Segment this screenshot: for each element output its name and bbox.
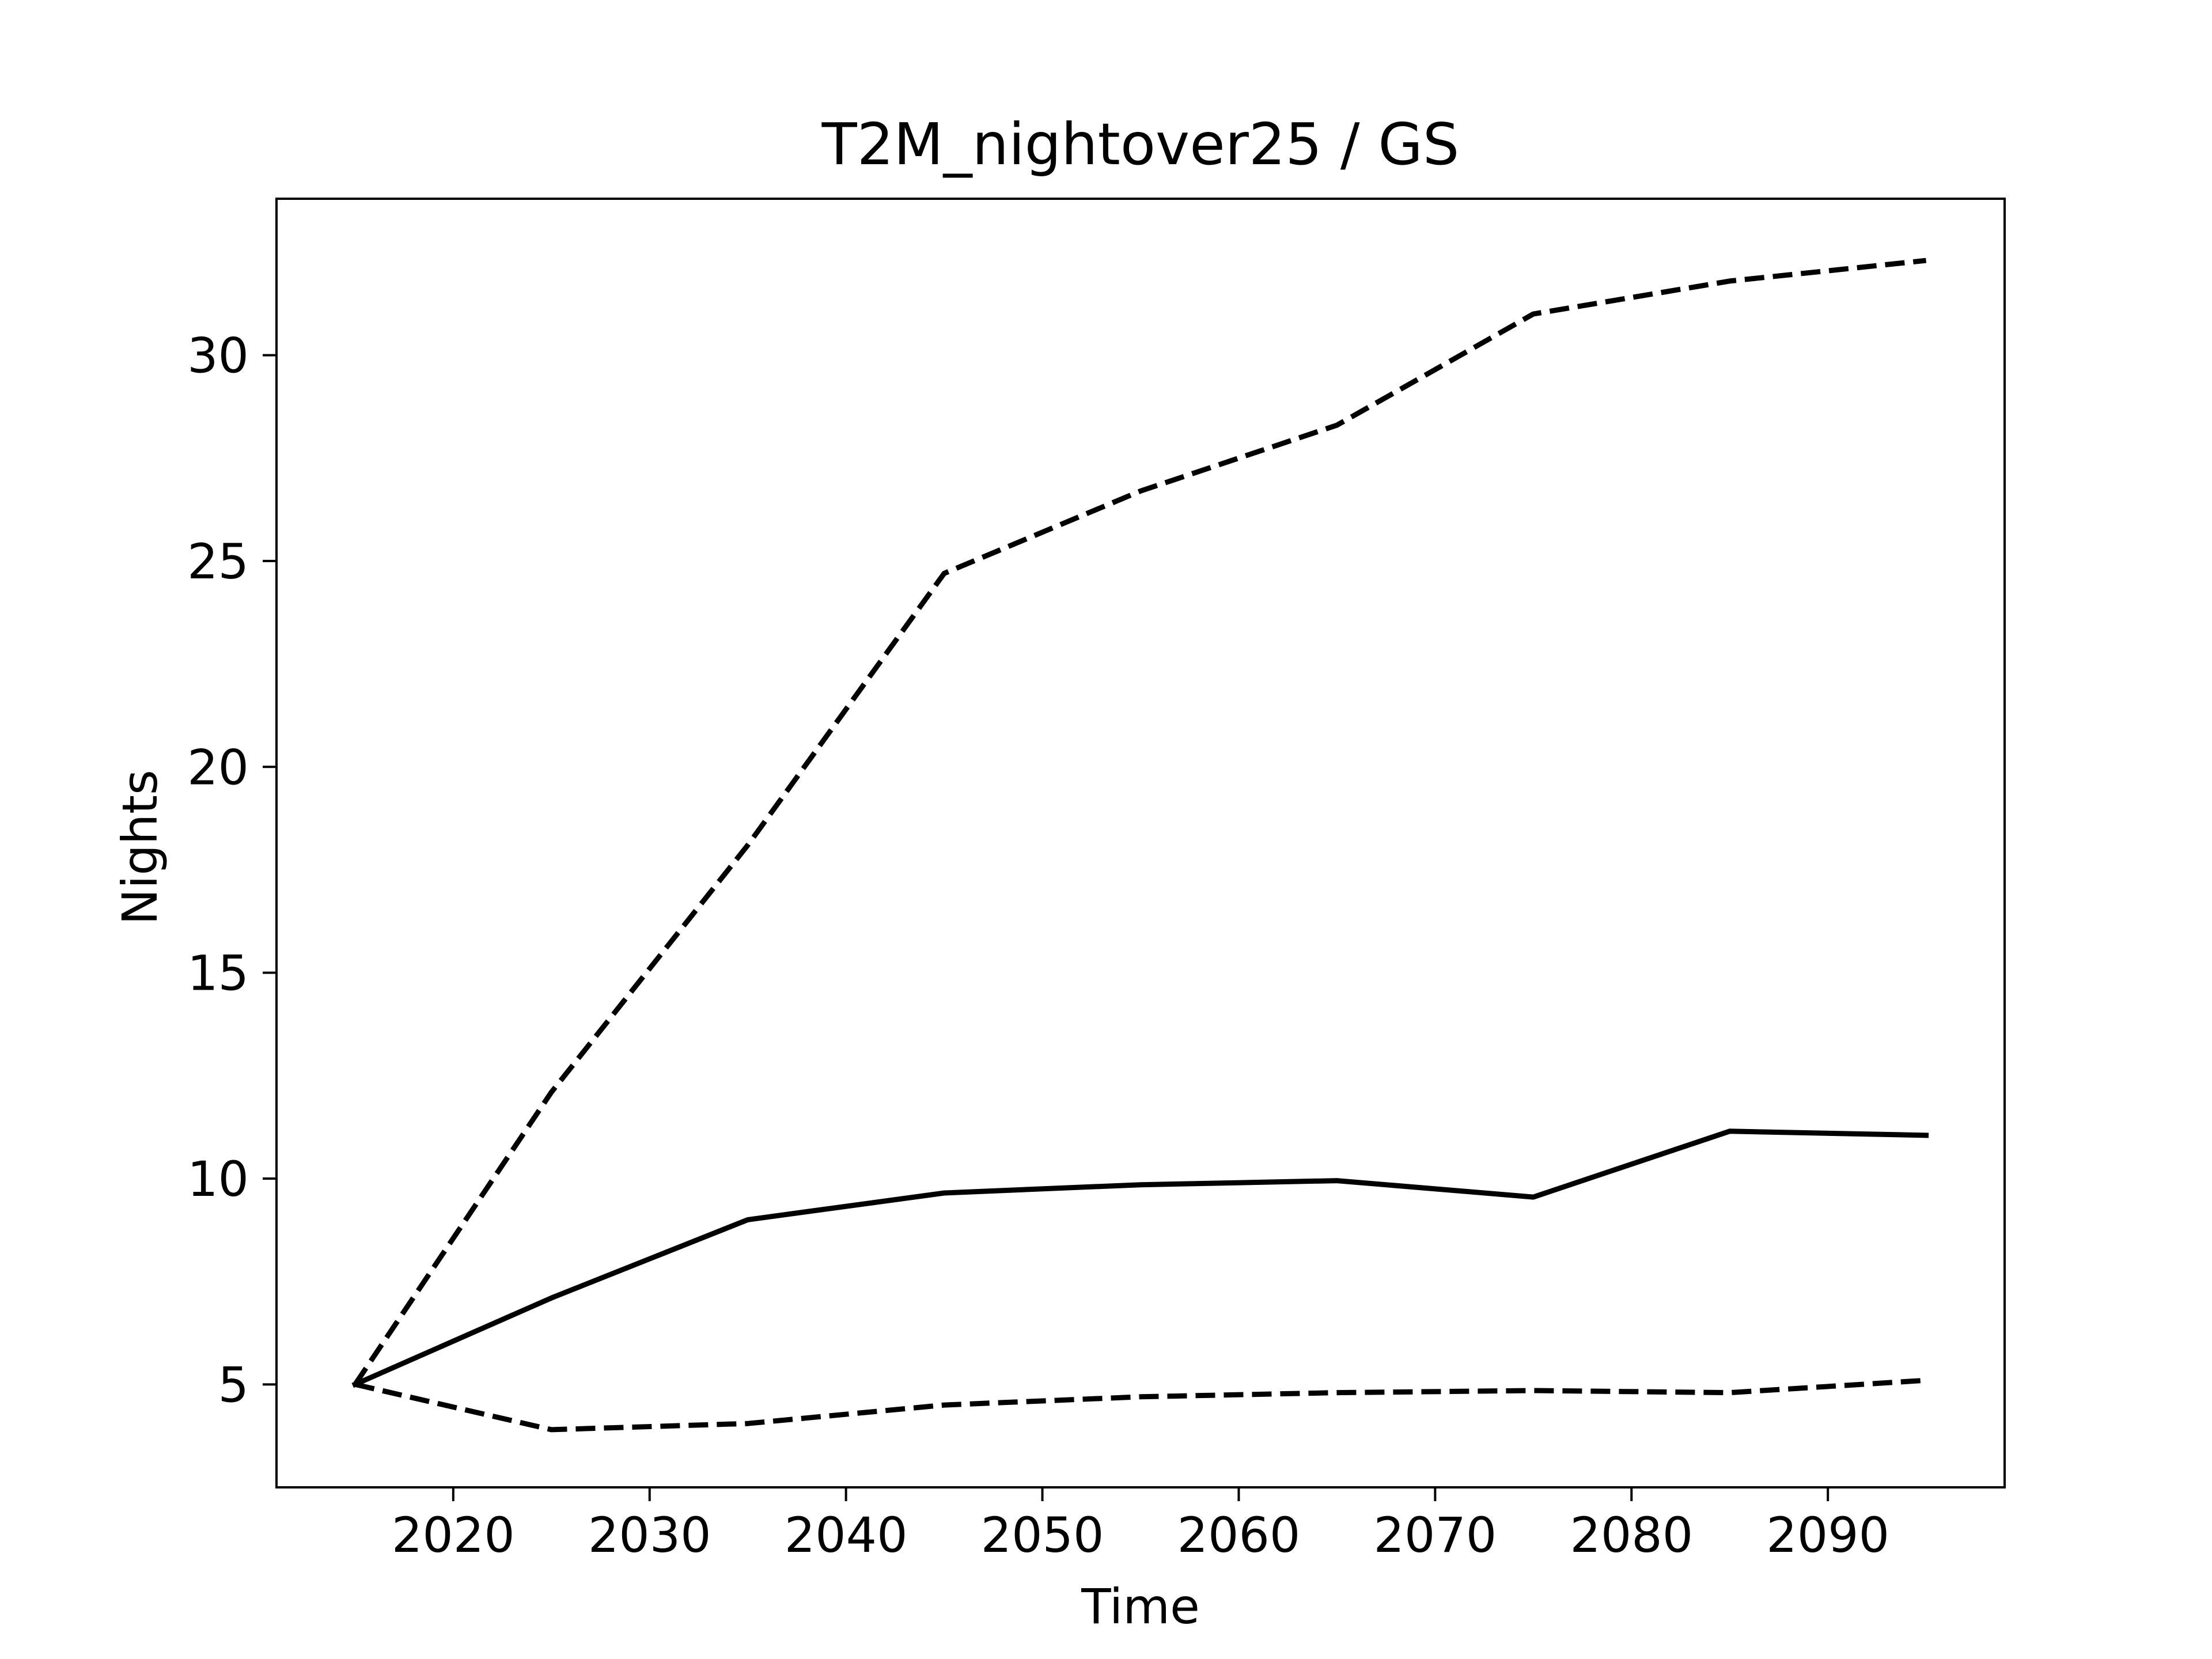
x-tick-label-2050: 2050 [981, 1507, 1104, 1563]
x-tick-label-2060: 2060 [1177, 1507, 1301, 1563]
x-tick-label-2020: 2020 [392, 1507, 515, 1563]
series-line-1-dashed [353, 257, 1927, 1386]
series-layer [351, 257, 1929, 1433]
series-line-2-solid [351, 1128, 1929, 1388]
y-tick-label-5: 5 [218, 1357, 249, 1413]
chart-title: T2M_nightover25 / GS [821, 111, 1460, 178]
x-axis-ticks: 2020 2030 2040 2050 2060 2070 2080 2090 [392, 1487, 1889, 1563]
y-axis-title: Nights [112, 770, 168, 925]
x-tick-label-2070: 2070 [1373, 1507, 1497, 1563]
x-tick-label-2040: 2040 [785, 1507, 908, 1563]
y-tick-label-30: 30 [187, 328, 249, 384]
y-axis-ticks: 5 10 15 20 25 30 [187, 328, 276, 1413]
y-tick-label-25: 25 [187, 533, 249, 590]
x-axis-title: Time [1081, 1578, 1200, 1635]
x-tick-label-2030: 2030 [588, 1507, 711, 1563]
x-tick-label-2090: 2090 [1766, 1507, 1889, 1563]
plot-frame [275, 198, 2006, 1488]
y-tick-label-20: 20 [187, 739, 249, 796]
y-tick-label-10: 10 [187, 1151, 249, 1207]
x-tick-label-2080: 2080 [1570, 1507, 1693, 1563]
y-tick-label-15: 15 [187, 945, 249, 1002]
plot-area-background [276, 199, 2005, 1487]
series-line-3-dashed [354, 1377, 1926, 1433]
